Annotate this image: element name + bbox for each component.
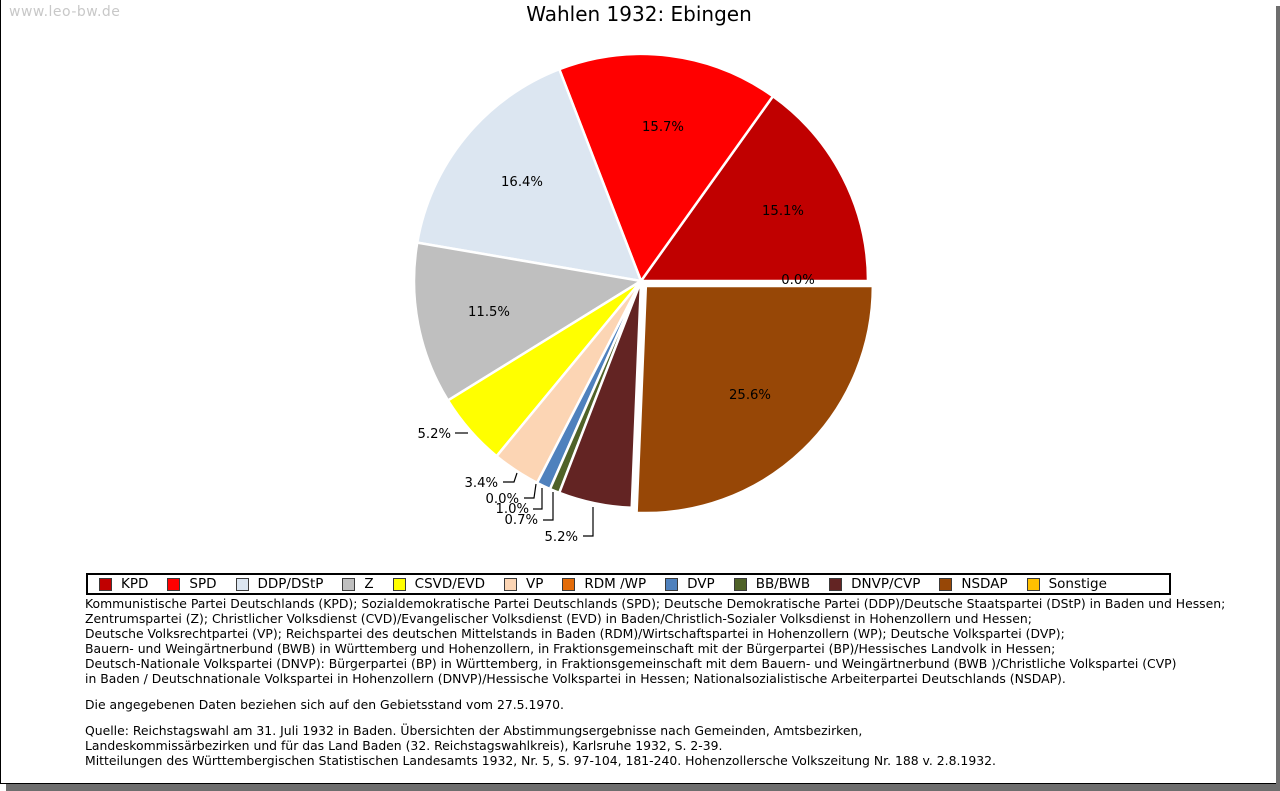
legend-label: VP	[525, 576, 544, 592]
pie-leader-lines	[455, 432, 594, 537]
pie-wedge-dnvp-cvp	[558, 279, 643, 510]
party-note-line: Kommunistische Partei Deutschlands (KPD)…	[85, 596, 1226, 611]
legend-swatch-icon	[99, 577, 112, 591]
value-label-spd: 15.7%	[642, 120, 684, 135]
page-drop-shadow-right	[1276, 6, 1280, 791]
party-note-line: Zentrumspartei (Z); Christlicher Volksdi…	[85, 611, 1032, 626]
party-abbreviation-notes: Kommunistische Partei Deutschlands (KPD)…	[85, 596, 1225, 686]
legend-item-bb-bwb: BB/BWB	[733, 576, 811, 592]
legend-swatch-icon	[562, 577, 576, 591]
leader-line-rdm-wp	[524, 483, 537, 499]
pie-wedges	[412, 52, 875, 515]
party-note-line: in Baden / Deutschnationale Volkspartei …	[85, 671, 1066, 686]
legend-item-csvd-evd: CSVD/EVD	[392, 576, 485, 592]
legend-swatch-icon	[235, 577, 249, 591]
legend: KPD SPD DDP/DStP Z CSVD/EVD VP RDM /WP DVP BB/BW…	[86, 573, 1171, 595]
legend-label: SPD	[189, 576, 217, 592]
legend-item-sonstige: Sonstige	[1026, 576, 1107, 592]
value-label-bb-bwb: 0.7%	[504, 513, 538, 528]
source-note-line: Quelle: Reichstagswahl am 31. Juli 1932 …	[85, 723, 863, 738]
leader-line-bb-bwb	[543, 492, 554, 521]
value-label-vp: 3.4%	[464, 476, 498, 491]
legend-item-z: Z	[342, 576, 374, 592]
value-label-kpd: 15.1%	[762, 204, 804, 219]
legend-label: DVP	[687, 576, 715, 592]
value-label-dvp: 1.0%	[495, 502, 529, 517]
legend-item-vp: VP	[503, 576, 544, 592]
legend-label: KPD	[121, 576, 149, 592]
pie-wedge-nsdap	[635, 284, 875, 515]
legend-label: BB/BWB	[755, 576, 811, 592]
value-label-nsdap: 25.6%	[729, 388, 771, 403]
gebietsstand-note: Die angegebenen Daten beziehen sich auf …	[85, 697, 564, 712]
legend-swatch-icon	[665, 577, 679, 591]
legend-item-nsdap: NSDAP	[939, 576, 1008, 592]
legend-label: DDP/DStP	[257, 576, 324, 592]
pie-wedge-spd	[558, 52, 775, 283]
pie-value-labels: 15.1%15.7%16.4%11.5%5.2%3.4%0.0%1.0%0.7%…	[417, 120, 814, 545]
legend-swatch-icon	[342, 577, 356, 591]
pie-wedge-kpd	[639, 95, 870, 283]
party-note-line: Deutsch-Nationale Volkspartei (DNVP): Bü…	[85, 656, 1177, 671]
source-note-line: Landeskommissärbezirken und für das Land…	[85, 738, 723, 753]
legend-item-ddp-dstp: DDP/DStP	[235, 576, 324, 592]
legend-item-rdm-wp: RDM /WP	[562, 576, 646, 592]
pie-wedge-z	[412, 241, 643, 402]
party-note-line: Bauern- und Weingärtnerbund (BWB) in Wür…	[85, 641, 1056, 656]
legend-label: RDM /WP	[584, 576, 647, 592]
legend-item-kpd: KPD	[99, 576, 148, 592]
legend-label: DNVP/CVP	[851, 576, 921, 592]
legend-label: Sonstige	[1048, 576, 1107, 592]
legend-swatch-icon	[392, 577, 406, 591]
source-note: Quelle: Reichstagswahl am 31. Juli 1932 …	[85, 723, 996, 768]
legend-item-dvp: DVP	[665, 576, 715, 592]
legend-item-dnvp-cvp: DNVP/CVP	[829, 576, 920, 592]
value-label-ddp-dstp: 16.4%	[501, 175, 543, 190]
value-label-z: 11.5%	[468, 305, 510, 320]
legend-label: Z	[364, 576, 374, 592]
value-label-csvd-evd: 5.2%	[417, 427, 451, 442]
source-note-line: Mitteilungen des Württembergischen Stati…	[85, 753, 996, 768]
leader-line-vp	[503, 472, 518, 483]
legend-swatch-icon	[733, 577, 747, 591]
page-drop-shadow-bottom	[6, 784, 1280, 791]
watermark: www.leo-bw.de	[9, 4, 121, 20]
legend-swatch-icon	[167, 577, 181, 591]
legend-item-spd: SPD	[167, 576, 217, 592]
value-label-dnvp-cvp: 5.2%	[544, 530, 578, 545]
value-label-rdm-wp: 0.0%	[485, 492, 519, 507]
legend-label: CSVD/EVD	[414, 576, 485, 592]
party-note-line: Deutsche Volksrechtpartei (VP); Reichspa…	[85, 626, 1065, 641]
legend-swatch-icon	[1026, 577, 1040, 591]
value-label-sonstige: 0.0%	[781, 273, 815, 288]
legend-swatch-icon	[829, 577, 843, 591]
legend-label: NSDAP	[961, 576, 1008, 592]
legend-swatch-icon	[939, 577, 953, 591]
leader-line-dnvp-cvp	[583, 507, 594, 537]
leader-line-dvp	[533, 488, 543, 510]
pie-wedge-ddp-dstp	[416, 67, 643, 283]
page-title: Wahlen 1932: Ebingen	[526, 2, 752, 26]
legend-swatch-icon	[503, 577, 517, 591]
